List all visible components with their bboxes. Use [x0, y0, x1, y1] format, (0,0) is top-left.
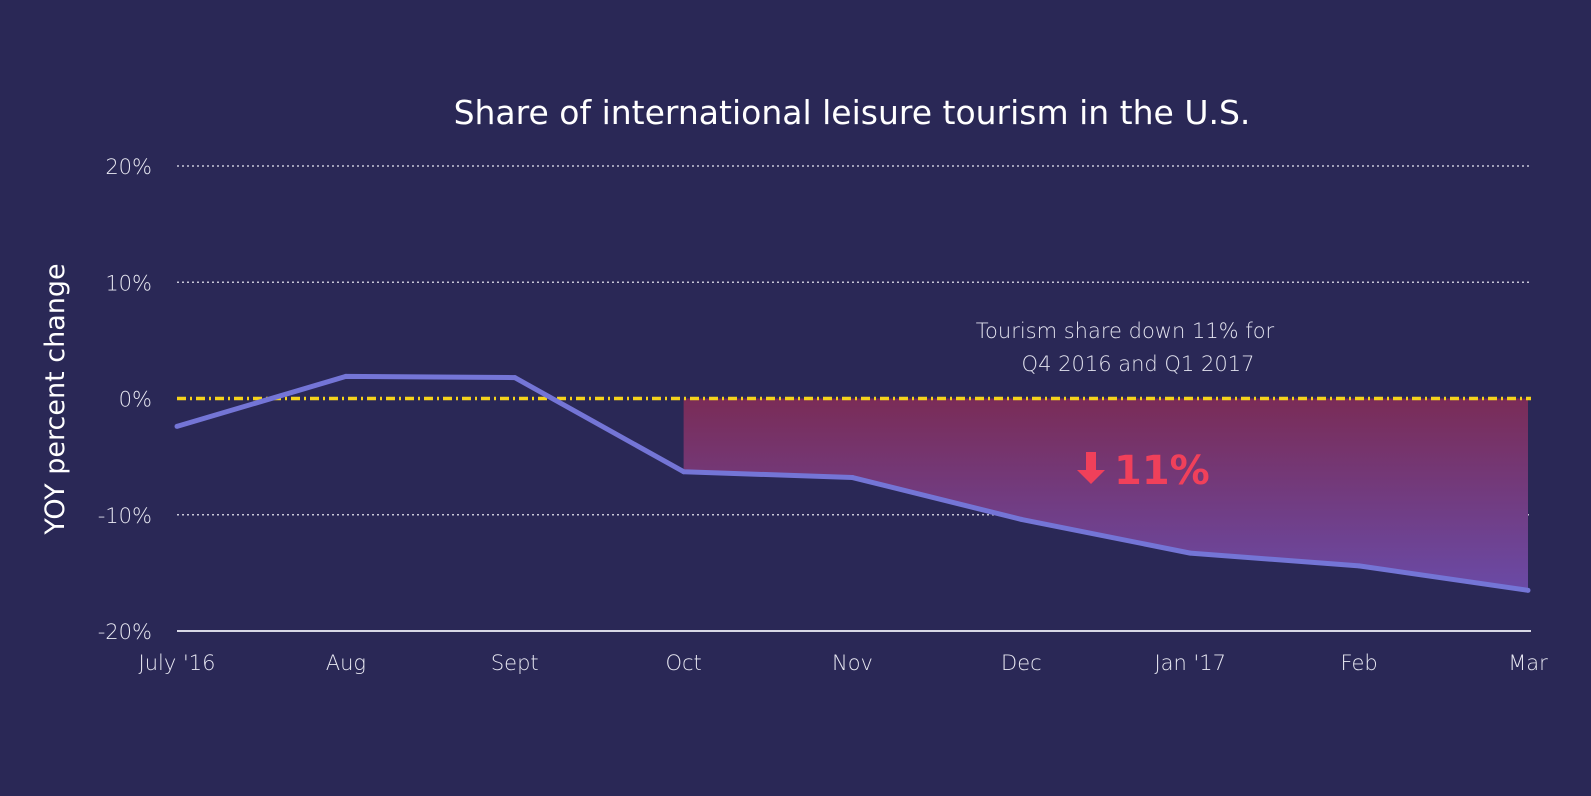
callout-value: 11%	[1114, 448, 1210, 494]
x-tick-label: Nov	[832, 651, 873, 675]
y-tick-label: 10%	[105, 271, 152, 295]
arrow-down-icon	[1077, 452, 1105, 484]
y-tick-label: 20%	[105, 155, 152, 179]
data-point	[174, 423, 180, 429]
x-tick-label: Dec	[1001, 651, 1042, 675]
chart-title: Share of international leisure tourism i…	[454, 93, 1251, 132]
data-point	[681, 469, 687, 475]
x-tick-label: Jan '17	[1154, 651, 1226, 675]
y-axis-label: YOY percent change	[40, 263, 71, 535]
data-point	[1525, 587, 1531, 593]
x-tick-label: July '16	[139, 651, 216, 675]
y-tick-label: -20%	[98, 620, 152, 644]
data-point	[1018, 516, 1024, 522]
shaded-decline-region	[683, 398, 1528, 591]
annotation-line-1: Tourism share down 11% for	[976, 319, 1275, 343]
x-tick-label: Oct	[665, 651, 701, 675]
y-tick-label: -10%	[98, 504, 152, 528]
x-tick-label: Mar	[1508, 651, 1548, 675]
y-ticks: 20% 10% 0% -10% -20%	[98, 155, 152, 644]
gridlines	[177, 165, 1531, 632]
annotation-line-2: Q4 2016 and Q1 2017	[1022, 352, 1255, 376]
data-point	[512, 375, 518, 381]
y-tick-label: 0%	[119, 388, 152, 412]
data-point	[343, 373, 349, 379]
data-point	[1187, 550, 1193, 556]
data-point	[850, 475, 855, 481]
x-ticks: July '16 Aug Sept Oct Nov Dec Jan '17 Feb Mar	[139, 651, 1549, 675]
data-points	[174, 373, 1531, 593]
x-tick-label: Feb	[1341, 651, 1378, 675]
data-point	[1356, 563, 1362, 569]
x-tick-label: Sept	[491, 651, 539, 675]
callout: 11%	[1077, 448, 1210, 494]
x-tick-label: Aug	[326, 651, 366, 675]
